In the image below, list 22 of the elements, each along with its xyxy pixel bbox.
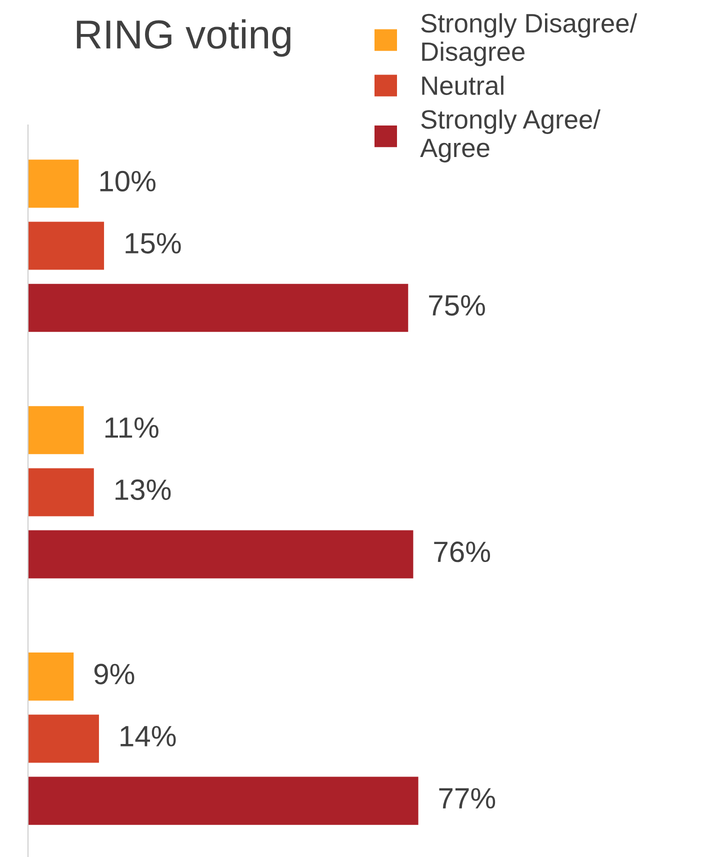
bar	[28, 222, 104, 270]
bar	[28, 406, 84, 454]
data-label: 14%	[120, 726, 176, 746]
bar	[28, 776, 418, 825]
bar	[28, 530, 414, 578]
bar	[28, 468, 94, 516]
data-label: 10%	[100, 170, 156, 192]
bar	[28, 284, 408, 332]
bar	[28, 714, 99, 763]
bar	[28, 160, 79, 208]
data-label: 75%	[429, 295, 485, 316]
legend-label: Strongly Disagree/ Disagree	[421, 13, 638, 66]
data-label: 77%	[439, 788, 496, 809]
data-label: 76%	[434, 542, 490, 562]
bar	[28, 652, 74, 701]
data-label: 15%	[126, 233, 181, 254]
data-label: 9%	[94, 664, 134, 684]
legend-label: Strongly Agree/ Agree	[420, 109, 600, 162]
legend-label: Neutral	[422, 76, 504, 95]
chart-title: RING voting	[76, 19, 290, 57]
data-label: 11%	[105, 417, 158, 438]
data-label: 13%	[116, 479, 171, 500]
